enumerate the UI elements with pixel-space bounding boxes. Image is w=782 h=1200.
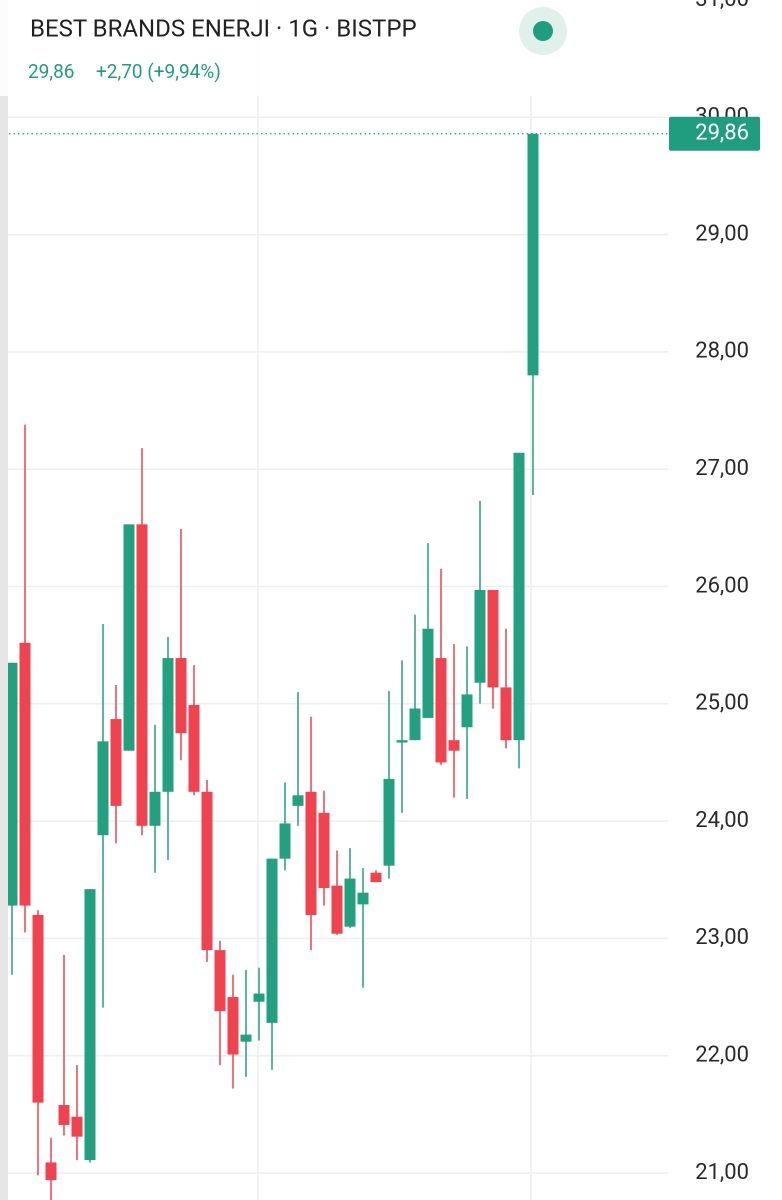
y-tick-label: 24,00 — [695, 808, 749, 833]
candle-body — [279, 823, 291, 859]
candle-body — [84, 889, 96, 1161]
candle-body — [527, 133, 539, 376]
candle-body — [370, 872, 382, 883]
y-tick-label: 22,00 — [695, 1043, 749, 1068]
candle-body — [500, 687, 512, 741]
candle-body — [110, 719, 122, 806]
candle-body — [175, 658, 187, 734]
plot — [0, 133, 668, 1200]
grid — [0, 0, 668, 1174]
candle-body — [19, 642, 31, 906]
candle-body — [331, 885, 343, 934]
y-tick-label: 21,00 — [695, 1160, 749, 1185]
candle-body — [357, 892, 369, 905]
y-tick-label: 31,00 — [695, 0, 749, 12]
candle-body — [513, 452, 525, 741]
chart-title: BEST BRANDS ENERJI · 1G · BISTPP — [30, 14, 417, 42]
y-tick-label: 23,00 — [695, 925, 749, 950]
candle-body — [344, 878, 356, 927]
candle-body — [227, 997, 239, 1055]
candle-body — [201, 791, 213, 951]
y-axis: 21,00 22,00 23,00 24,00 25,00 26,00 27,00 28,00… — [669, 0, 760, 1185]
candle-body — [136, 524, 148, 826]
candle-body — [45, 1162, 57, 1181]
status-dot[interactable] — [533, 21, 553, 41]
candle-body — [149, 791, 161, 826]
candle-body — [318, 812, 330, 888]
candle-body — [266, 858, 278, 1023]
candle-body — [487, 590, 499, 688]
price: 29,86 — [28, 60, 74, 83]
candle-body — [253, 993, 265, 1002]
candle-body — [292, 795, 304, 806]
candle-body — [32, 914, 44, 1103]
candle-body — [396, 740, 408, 743]
price-tag — [669, 116, 760, 151]
candle-body — [383, 778, 395, 866]
candle-body — [58, 1104, 70, 1125]
y-tick-label: 28,00 — [695, 339, 749, 364]
change: +2,70 (+9,94%) — [96, 60, 221, 83]
candle-body — [305, 791, 317, 915]
candle-body — [240, 1034, 252, 1042]
candle-body — [435, 658, 447, 763]
candle-body — [422, 628, 434, 718]
y-tick-label: 26,00 — [695, 573, 749, 598]
candle-body — [474, 590, 486, 683]
candle-body — [409, 708, 421, 741]
candle-body — [188, 704, 200, 792]
y-tick-label: 29,00 — [695, 221, 749, 246]
candle-body — [6, 662, 18, 906]
left-edge — [0, 0, 8, 1200]
candle-body — [97, 741, 109, 836]
y-tick-label: 27,00 — [695, 456, 749, 481]
y-tick-label: 25,00 — [695, 691, 749, 716]
candle-body — [71, 1116, 83, 1137]
candle-body — [448, 740, 460, 751]
candle-body — [162, 658, 174, 792]
candle-body — [214, 950, 226, 1012]
candle-body — [461, 694, 473, 728]
candle-body — [123, 524, 135, 751]
price-tag-label: 29,86 — [695, 121, 749, 146]
